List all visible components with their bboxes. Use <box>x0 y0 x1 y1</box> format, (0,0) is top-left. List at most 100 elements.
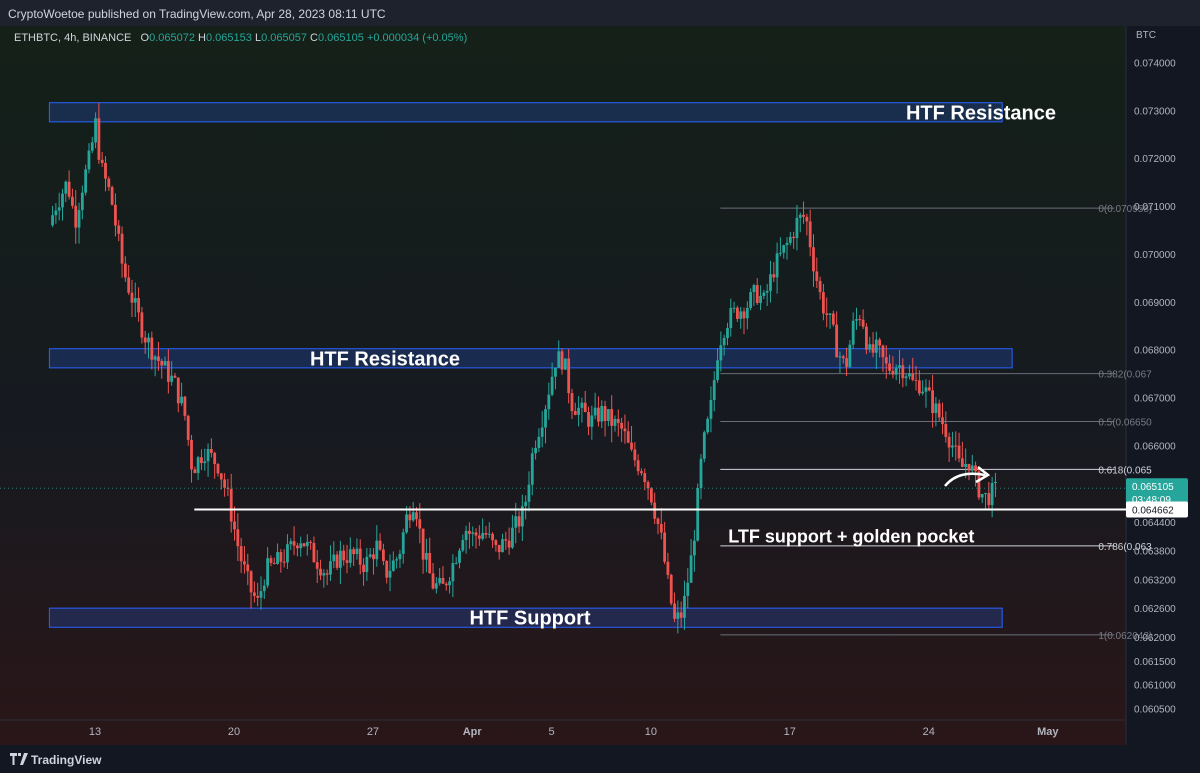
candle-body <box>666 561 670 575</box>
candle-body <box>636 460 640 472</box>
candle-body <box>511 527 514 548</box>
candle-body <box>200 457 203 464</box>
candle-body <box>395 559 399 561</box>
candle-body <box>911 373 915 380</box>
candle-body <box>765 290 769 293</box>
candle-body <box>140 312 144 338</box>
candle-body <box>616 418 620 423</box>
candle-body <box>762 292 766 296</box>
candle-body <box>252 592 256 596</box>
candle-body <box>517 516 521 527</box>
symbol-legend: ETHBTC, 4h, BINANCE O0.065072 H0.065153 … <box>14 32 467 44</box>
candle-body <box>540 427 544 437</box>
x-tick-label: Apr <box>463 726 483 738</box>
candle-body <box>673 603 676 619</box>
candle-body <box>90 142 94 151</box>
candle-body <box>640 471 643 474</box>
candle-body <box>477 535 481 539</box>
candle-body <box>544 409 547 428</box>
candle-body <box>699 458 703 489</box>
x-tick-label: 13 <box>89 726 101 738</box>
y-tick-label: 0.068000 <box>1134 346 1176 357</box>
candle-body <box>514 516 518 528</box>
fib-level-label: 0(0.070958) <box>1098 204 1152 215</box>
candle-body <box>957 445 961 459</box>
candle-body <box>246 564 250 572</box>
candle-body <box>441 577 445 584</box>
candle-body <box>626 431 630 443</box>
y-tick-label: 0.073000 <box>1134 106 1176 117</box>
candle-body <box>299 543 303 549</box>
candle-body <box>186 415 190 440</box>
candle-body <box>365 556 369 572</box>
candle-body <box>871 344 875 353</box>
candle-body <box>835 324 839 358</box>
candle-body <box>557 351 561 368</box>
candle-body <box>712 380 716 400</box>
legend-high: 0.065153 <box>206 32 252 44</box>
candle-body <box>520 506 524 527</box>
candle-body <box>590 415 594 427</box>
candle-body <box>937 403 941 418</box>
candle-body <box>921 391 925 394</box>
candle-body <box>216 464 220 474</box>
candle-body <box>382 549 385 561</box>
candle-body <box>170 375 174 382</box>
candle-body <box>980 494 984 498</box>
y-tick-label: 0.062600 <box>1134 604 1176 615</box>
publish-header: CryptoWoetoe published on TradingView.co… <box>0 0 1200 27</box>
candle-body <box>785 242 789 246</box>
candle-body <box>524 501 528 507</box>
candle-body <box>527 484 531 502</box>
candle-body <box>904 376 908 379</box>
candle-body <box>243 561 246 565</box>
candle-body <box>236 529 240 547</box>
y-tick-label: 0.062000 <box>1134 633 1176 644</box>
candle-body <box>739 311 743 319</box>
candle-body <box>732 307 736 309</box>
candle-body <box>120 233 124 264</box>
candle-body <box>431 573 435 589</box>
y-tick-label: 0.066000 <box>1134 441 1176 452</box>
candle-body <box>262 585 266 592</box>
candle-body <box>577 407 580 415</box>
candle-body <box>166 361 170 382</box>
annotation-arrow-head-icon <box>975 466 991 484</box>
candle-body <box>960 458 964 467</box>
candle-body <box>951 445 954 448</box>
candle-body <box>348 549 352 563</box>
candle-body <box>325 573 329 575</box>
candle-body <box>735 307 739 319</box>
candle-body <box>266 558 270 586</box>
candle-body <box>722 338 726 346</box>
zone-label: HTF Support <box>469 608 590 630</box>
candle-body <box>755 285 759 303</box>
candle-body <box>425 552 428 560</box>
candle-body <box>914 379 918 381</box>
candle-body <box>550 376 554 395</box>
candle-body <box>286 544 289 563</box>
y-tick-label: 0.061000 <box>1134 681 1176 692</box>
candle-body <box>223 479 227 488</box>
candle-body <box>597 407 600 422</box>
candle-body <box>94 118 97 143</box>
candle-body <box>342 550 346 561</box>
candle-body <box>471 532 475 534</box>
candle-body <box>153 356 157 360</box>
price-axis-unit: BTC <box>1136 30 1156 41</box>
price-chart[interactable]: 0(0.070958) 0.382(0.067 0.5(0.06650 0.618(0… <box>0 26 1200 745</box>
y-tick-label: 0.060500 <box>1134 705 1176 716</box>
candle-body <box>256 595 260 598</box>
candle-body <box>798 214 802 218</box>
candle-body <box>663 532 667 562</box>
legend-change: +0.000034 (+0.05%) <box>366 32 468 44</box>
legend-symbol: ETHBTC, 4h, BINANCE <box>14 32 132 44</box>
candle-body <box>110 187 114 205</box>
candle-body <box>150 337 154 360</box>
x-tick-label: 5 <box>549 726 555 738</box>
candle-body <box>484 532 488 535</box>
candle-body <box>884 357 888 364</box>
candle-body <box>358 548 362 565</box>
candle-body <box>209 449 213 453</box>
candle-body <box>881 345 885 358</box>
